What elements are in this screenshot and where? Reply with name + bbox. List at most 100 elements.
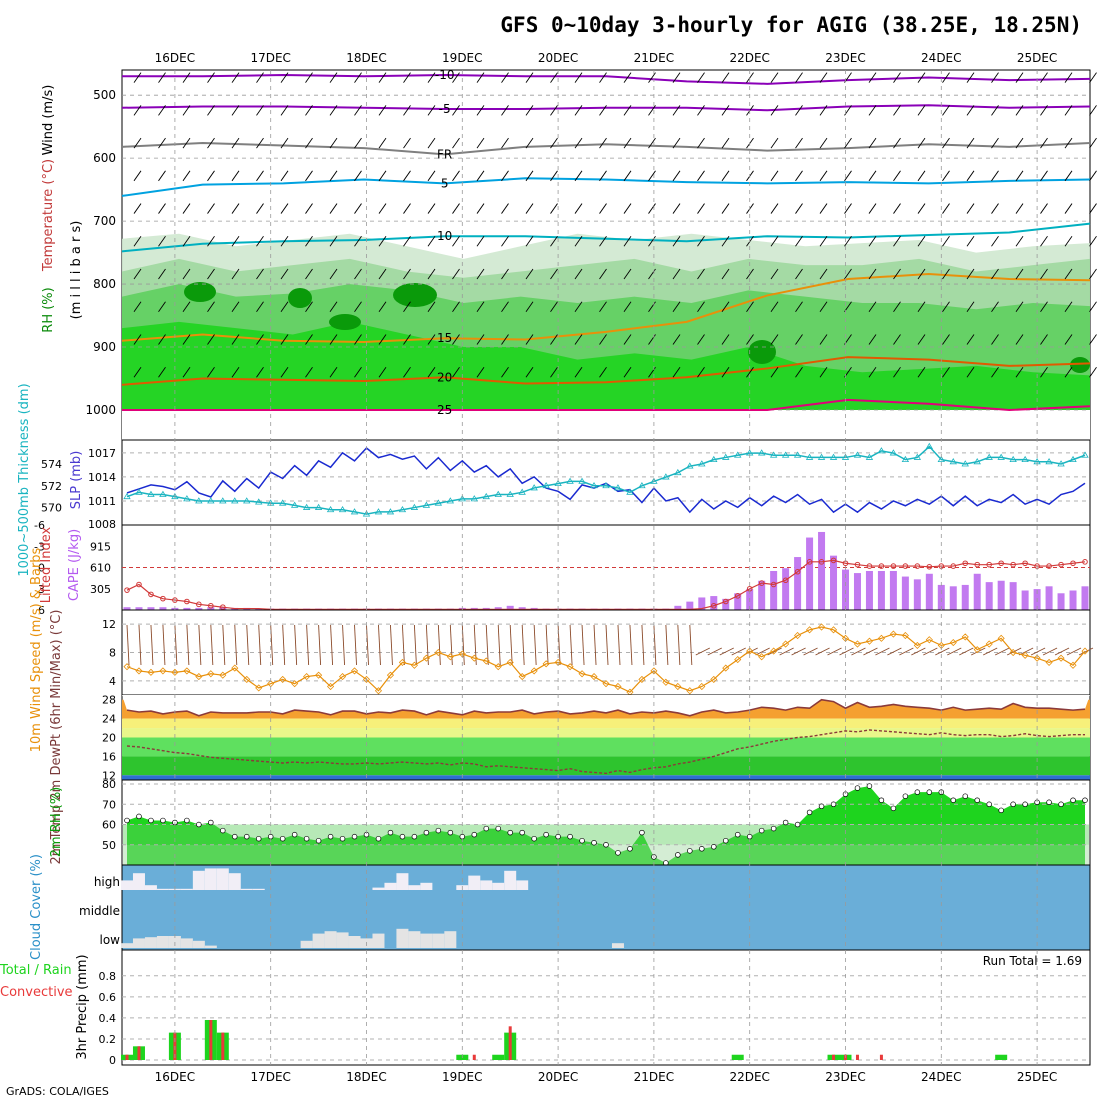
wind-barb [1015,105,1024,116]
thickness-point [865,453,874,460]
wind-barb [641,624,645,666]
wind-barb [623,301,632,313]
temp-band [122,775,1090,780]
wind-barb [354,137,362,149]
wind-barb [158,301,166,313]
li-point [196,601,202,608]
slp-axis-label: SLP (mb) [69,451,84,510]
cape-bar [518,607,526,610]
thickness-point [243,497,251,504]
wind-tick-label: 4 [109,675,116,688]
wind-barb [390,624,393,666]
x-tick-label-bottom: 24DEC [921,1070,961,1084]
cape-bar [686,601,694,610]
temperature-contour [121,104,1091,112]
wind-barb [256,268,264,280]
cape-bar [877,570,885,610]
wind-speed-point [219,671,227,679]
rh2m-tick-label: 70 [102,798,116,811]
wind-barb [133,137,142,149]
wind-speed-point [973,646,981,654]
thickness-point [530,484,538,491]
wind-barb [665,624,669,666]
li-point [854,561,861,568]
wind-barb [868,72,877,83]
wind-barb [721,268,730,280]
rh2m-point [615,850,621,856]
wind-speed-point [578,670,586,678]
rh2m-point [603,842,609,848]
wind-barb [550,301,558,313]
thickness-point [386,508,395,515]
li-point [1058,561,1064,568]
precip-tick-label: 0.8 [99,970,117,983]
cape-li-layer: -6 -3 0 3 6 915 610 305 [34,519,1090,617]
wind-speed-point [327,682,335,691]
wind-barb [378,268,387,280]
wind-barb [672,367,681,378]
wind-barb [282,624,286,666]
wind-barb [198,624,202,666]
wind-barb [158,72,166,83]
li-point [902,563,909,569]
thickness-point [518,488,526,495]
wind-barb [476,367,485,378]
wind-barb [329,268,338,280]
cape-bar [123,607,131,610]
wind-barb [476,268,485,280]
wind-barb [133,236,142,247]
wind-barb [427,301,436,313]
precip-convective-bar [125,1054,129,1060]
wind-barb [1006,647,1022,656]
rh2m-point [196,821,202,828]
wind-speed-point [231,664,239,672]
cape-bar [818,531,826,610]
wind-barb [966,137,975,149]
wind-barb [550,203,558,214]
x-axis-top: 16DEC 17DEC 18DEC 19DEC 20DEC 21DEC 22DEC 23DEC… [155,51,1057,1065]
wind-barb [1064,170,1073,182]
x-tick-label-top: 16DEC [155,51,195,65]
wind-barb [525,137,534,149]
rh2m-point [124,817,130,824]
cloud-axis-label: Cloud Cover (%) [29,854,44,960]
wind-barb [721,105,730,116]
wind-barb [1015,137,1024,149]
rh2m-point [136,813,142,820]
wind-barb [207,170,215,182]
li-point [722,598,729,605]
thickness-point [973,458,981,465]
wind-barb [476,203,485,214]
wind-barb [942,105,950,116]
wind-barb [427,72,436,83]
rh2m-point [148,817,154,824]
wind-barb [731,647,746,656]
contour-label: FR [437,147,452,161]
wind-speed-point [338,673,347,681]
thickness-tick-label: 570 [41,502,62,515]
wind-barb [525,301,534,313]
wind-barb [501,72,509,83]
li-point [830,557,837,564]
thickness-point [446,497,455,504]
rh2m-point [411,833,418,840]
cloud-layer: high middle low [79,868,624,948]
li-point [1022,560,1028,567]
wind-barb [138,624,142,666]
wind-barb [672,72,681,83]
wind-barb [574,72,583,83]
precip-convective-bar [508,1026,512,1060]
wind-barb [599,367,607,378]
wind-barb [942,268,950,280]
wind-barb [497,624,501,666]
wind-barb [827,647,842,656]
y-axis-labels: Wind (m/s) Temperature (°C) RH (%) (m i l l… [0,85,90,1060]
wind-speed-point [829,626,838,634]
li-point [926,563,933,570]
wind-barb [721,203,730,214]
wind-barb [795,268,803,280]
thickness-point [722,453,730,460]
wind-barb [672,170,681,182]
wind-barb [819,170,828,182]
